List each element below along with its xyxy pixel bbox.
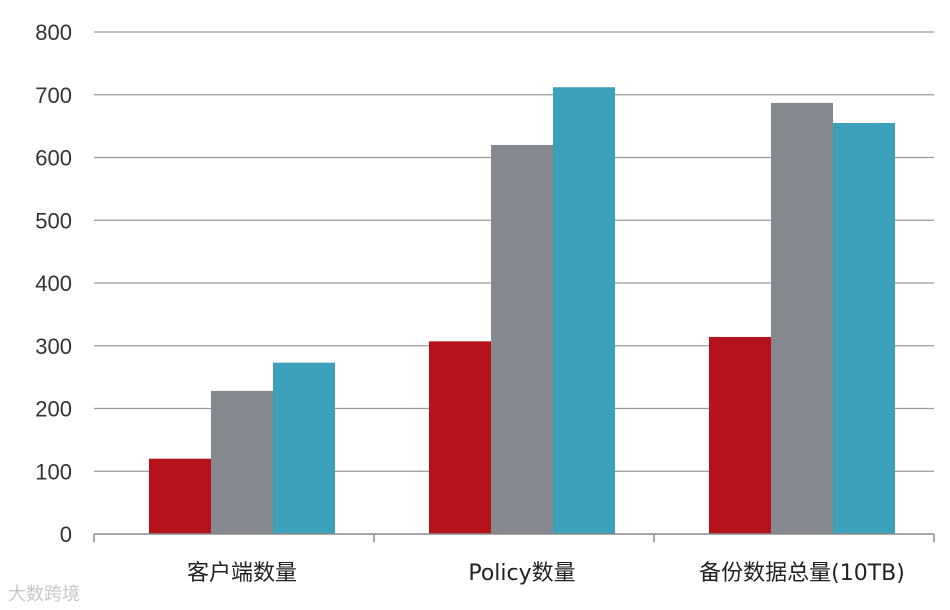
y-tick-label: 700 (35, 83, 72, 108)
y-tick-label: 600 (35, 146, 72, 171)
y-tick-label: 100 (35, 459, 72, 484)
bar-series3-cat2 (553, 87, 615, 534)
bar-series1-cat3 (709, 336, 771, 534)
bar-series3-cat1 (273, 362, 335, 534)
x-axis (93, 533, 935, 542)
y-tick-label: 400 (35, 271, 72, 296)
y-tick-label: 800 (35, 20, 72, 45)
category-labels: 客户端数量 Policy数量 备份数据总量(10TB) (187, 561, 905, 586)
bar-series1-cat1 (149, 458, 211, 534)
bars (149, 87, 895, 535)
bar-series1-cat2 (429, 341, 491, 534)
y-tick-label: 0 (60, 522, 72, 547)
watermark-text: 大数跨境 (8, 584, 80, 605)
y-axis-tick-labels: 0 100 200 300 400 500 600 700 800 (35, 20, 72, 547)
bar-series2-cat1 (211, 390, 273, 534)
bar-series3-cat3 (833, 122, 895, 535)
category-label: 客户端数量 (187, 561, 297, 586)
bar-series2-cat2 (491, 144, 553, 534)
y-tick-label: 300 (35, 334, 72, 359)
category-label: Policy数量 (468, 561, 575, 586)
bar-series2-cat3 (771, 102, 833, 534)
y-tick-label: 500 (35, 208, 72, 233)
y-tick-label: 200 (35, 397, 72, 422)
category-label: 备份数据总量(10TB) (699, 561, 905, 586)
